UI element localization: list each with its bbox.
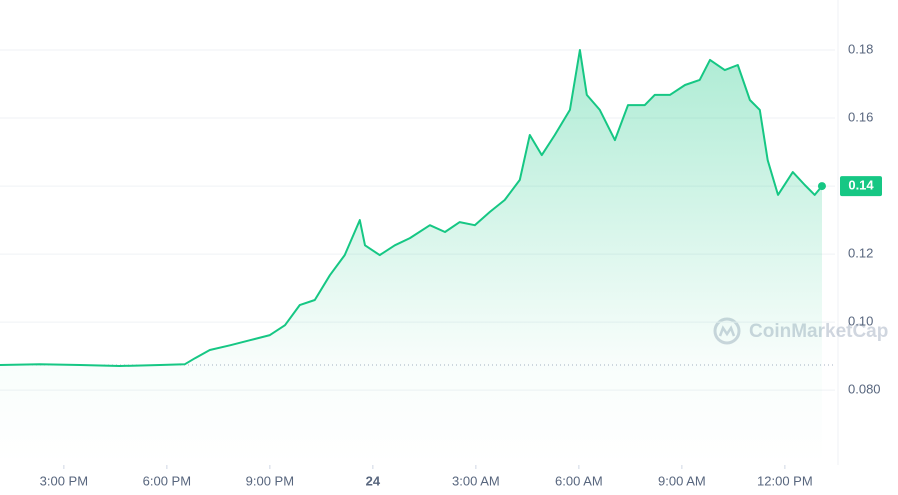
last-point	[817, 182, 826, 191]
x-tick-label: 6:00 PM	[143, 473, 191, 488]
y-tick-label: 0.18	[848, 41, 873, 56]
price-badge-label: 0.14	[848, 178, 874, 193]
price-badge	[840, 176, 882, 197]
x-tick-label: 9:00 AM	[658, 473, 706, 488]
x-tick-label: 6:00 AM	[555, 473, 603, 488]
x-tick-label: 24	[366, 473, 381, 488]
x-tick-label: 3:00 AM	[452, 473, 500, 488]
area	[0, 50, 822, 465]
y-tick-label: 0.12	[848, 246, 873, 261]
x-tick-label: 3:00 PM	[40, 473, 88, 488]
x-tick-label: 12:00 PM	[757, 473, 813, 488]
y-tick-label: 0.080	[848, 382, 881, 397]
y-tick-label: 0.16	[848, 109, 873, 124]
x-tick-label: 9:00 PM	[246, 473, 294, 488]
y-tick-label: 0.10	[848, 314, 873, 329]
price-line	[0, 49, 823, 367]
